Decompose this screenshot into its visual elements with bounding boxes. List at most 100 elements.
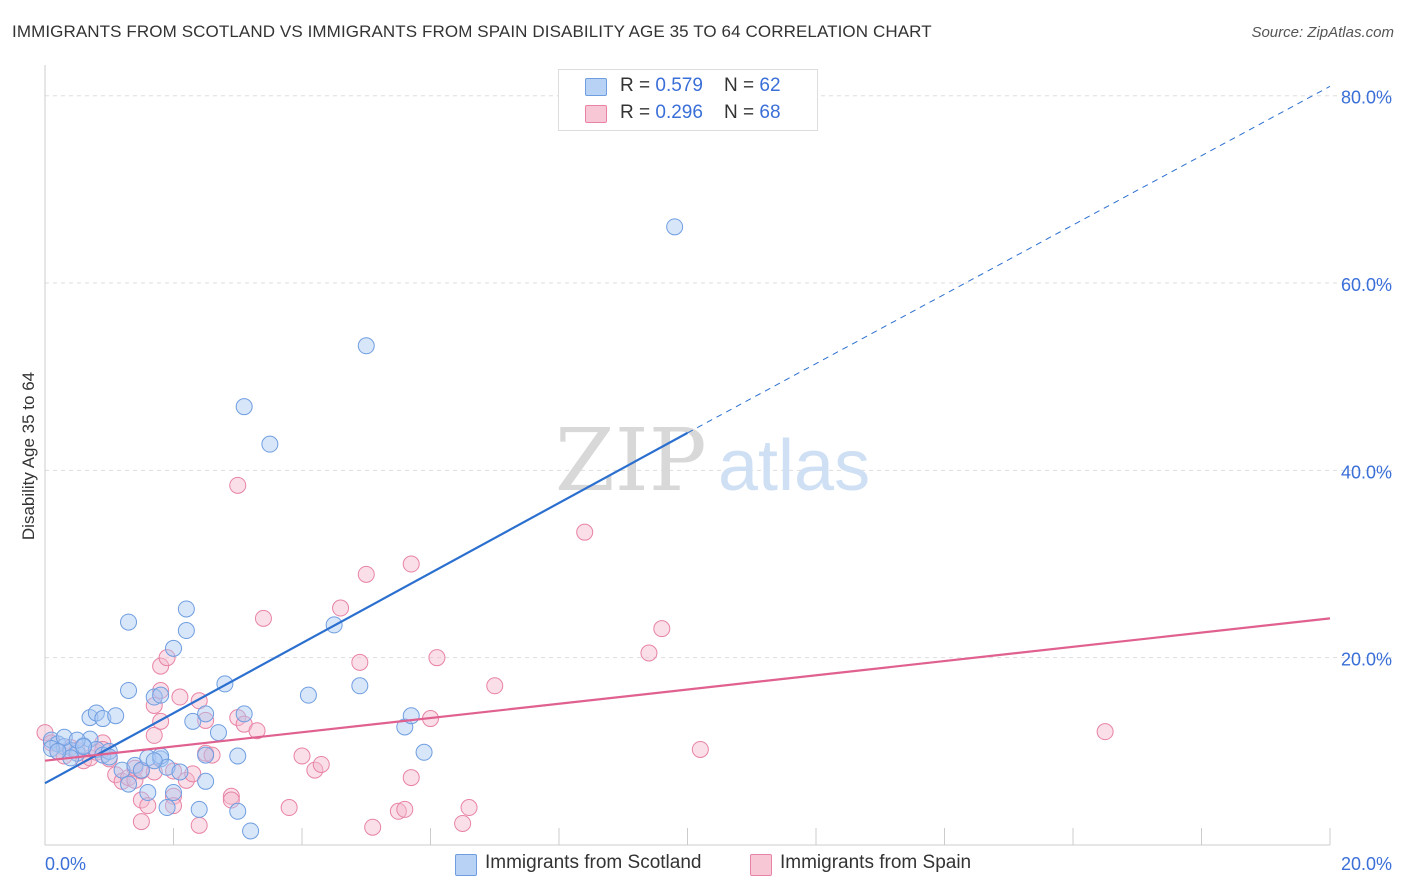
point-spain — [357, 565, 375, 583]
point-spain — [402, 555, 420, 573]
y-tick-label: 60.0% — [1341, 275, 1392, 295]
bottom-legend-swatch-spain — [750, 854, 772, 876]
point-spain — [229, 476, 247, 494]
point-scotland — [666, 218, 684, 236]
legend-swatch-spain — [585, 105, 607, 123]
chart-title: IMMIGRANTS FROM SCOTLAND VS IMMIGRANTS F… — [12, 22, 932, 41]
point-scotland — [177, 622, 195, 640]
point-scotland — [55, 728, 73, 746]
point-spain — [139, 797, 157, 815]
point-scotland — [139, 784, 157, 802]
point-spain — [203, 746, 221, 764]
trend-line-scotland-extension — [687, 85, 1331, 434]
point-spain — [222, 787, 240, 805]
point-spain — [428, 649, 446, 667]
point-spain — [165, 797, 182, 815]
point-spain — [254, 609, 272, 627]
point-spain — [640, 644, 658, 662]
grid-lines — [45, 95, 1392, 659]
point-spain — [332, 599, 350, 617]
point-scotland — [235, 705, 253, 723]
point-scotland — [197, 746, 215, 764]
bottom-legend-label-spain: Immigrants from Spain — [780, 852, 972, 873]
trend-line-spain — [44, 617, 1331, 762]
point-scotland — [120, 681, 138, 699]
point-spain — [152, 657, 170, 675]
source-label: Source: ZipAtlas.com — [1251, 24, 1394, 41]
point-spain — [152, 681, 170, 699]
point-spain — [145, 726, 163, 744]
point-scotland — [75, 738, 93, 756]
point-spain — [158, 649, 176, 667]
axes — [44, 65, 1331, 846]
point-spain — [184, 765, 202, 783]
point-spain — [351, 653, 369, 671]
point-scotland — [107, 707, 125, 725]
watermark-zip: ZIP — [555, 411, 707, 511]
point-scotland — [120, 775, 138, 793]
point-scotland — [68, 731, 86, 749]
point-spain — [653, 620, 671, 638]
point-scotland — [177, 600, 195, 618]
point-scotland — [171, 763, 189, 781]
point-spain — [312, 755, 330, 773]
point-scotland — [190, 800, 208, 818]
trend-lines — [44, 85, 1331, 785]
point-spain — [248, 722, 266, 740]
point-spain — [171, 688, 189, 706]
point-spain — [389, 802, 407, 820]
point-scotland — [165, 784, 182, 802]
point-scotland — [197, 705, 215, 723]
x-tick-label: 20.0% — [1341, 854, 1392, 874]
watermark-atlas: atlas — [718, 426, 870, 506]
x-tick-label: 0.0% — [45, 854, 86, 874]
point-scotland — [145, 688, 163, 706]
legend-text-spain: R = 0.296 N = 68 — [620, 102, 781, 123]
point-scotland — [209, 724, 227, 742]
point-spain — [486, 677, 504, 695]
point-scotland — [120, 613, 138, 631]
point-scotland — [87, 704, 105, 722]
point-spain — [280, 799, 298, 817]
trend-line-scotland — [44, 431, 689, 785]
point-spain — [402, 769, 420, 787]
bottom-legend-label-scotland: Immigrants from Scotland — [485, 852, 702, 873]
point-scotland — [165, 639, 182, 657]
point-scotland — [415, 743, 433, 761]
point-scotland — [299, 686, 317, 704]
tick-labels: 20.0% 40.0% 60.0% 80.0% 0.0% 20.0% — [45, 88, 1392, 874]
point-scotland — [197, 772, 215, 790]
point-spain — [364, 818, 382, 836]
point-spain — [132, 813, 150, 831]
point-scotland — [229, 747, 247, 765]
point-scotland — [145, 752, 163, 770]
point-spain — [197, 711, 215, 729]
y-tick-label: 80.0% — [1341, 88, 1392, 108]
point-scotland — [357, 337, 375, 355]
point-scotland — [235, 398, 253, 416]
point-spain — [460, 799, 478, 817]
legend: R = 0.579 N = 62 R = 0.296 N = 68 — [558, 69, 818, 131]
point-spain — [177, 771, 195, 789]
legend-text-scotland: R = 0.579 N = 62 — [620, 75, 781, 96]
point-scotland — [242, 822, 260, 840]
point-spain — [190, 816, 208, 834]
series-scotland-points — [42, 218, 684, 840]
legend-swatch-scotland — [585, 78, 607, 96]
point-scotland — [158, 799, 176, 817]
point-scotland — [184, 712, 202, 730]
point-scotland — [94, 710, 112, 728]
y-tick-label: 20.0% — [1341, 650, 1392, 670]
point-scotland — [351, 677, 369, 695]
point-spain — [306, 761, 324, 779]
point-scotland — [152, 686, 170, 704]
point-scotland — [261, 435, 279, 453]
point-spain — [454, 814, 472, 832]
point-spain — [576, 523, 594, 541]
bottom-legend-swatch-scotland — [455, 854, 477, 876]
point-spain — [293, 747, 311, 765]
point-spain — [691, 740, 709, 758]
point-scotland — [49, 742, 67, 760]
point-spain — [1096, 723, 1114, 741]
